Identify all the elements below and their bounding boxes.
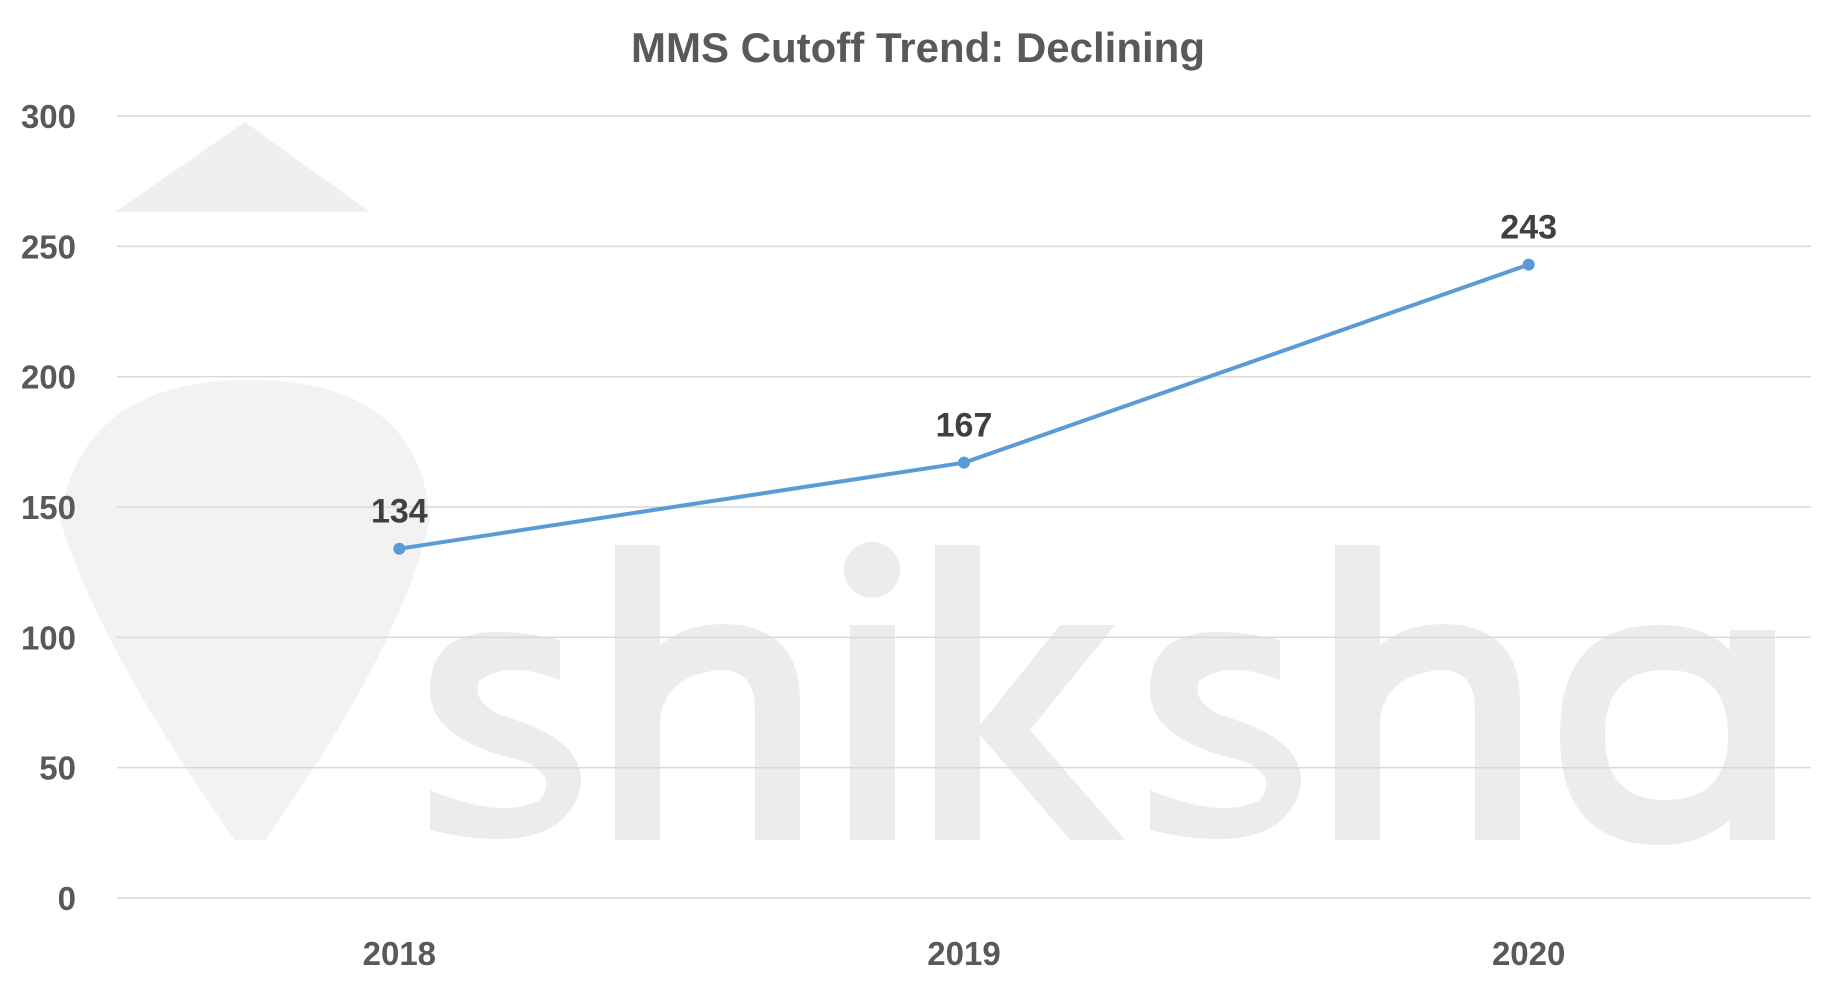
watermark-letter-k: [935, 545, 1125, 840]
watermark-logo: [60, 122, 1775, 845]
watermark-letter-i-dot: [844, 542, 900, 598]
data-label: 167: [936, 407, 993, 445]
x-tick-label: 2018: [363, 935, 436, 972]
watermark-letter-i: [850, 625, 895, 840]
x-tick-label: 2020: [1492, 935, 1565, 972]
watermark-letter-s2: [1150, 631, 1301, 839]
chart-title: MMS Cutoff Trend: Declining: [631, 24, 1205, 71]
data-point: [1522, 258, 1535, 271]
y-tick-label: 0: [58, 880, 76, 917]
y-axis-ticks: 0 50 100 150 200 250 300: [21, 98, 76, 917]
y-tick-label: 100: [21, 619, 76, 656]
watermark-drop-shape: [60, 380, 430, 840]
y-tick-label: 300: [21, 98, 76, 135]
data-label: 243: [1500, 209, 1557, 247]
y-tick-label: 200: [21, 359, 76, 396]
x-tick-label: 2019: [927, 935, 1000, 972]
y-tick-label: 150: [21, 489, 76, 526]
data-point: [958, 456, 970, 469]
data-point: [393, 542, 406, 555]
data-labels: 134 167 243: [371, 209, 1557, 531]
watermark-letter-a: [1560, 625, 1775, 845]
watermark-letter-s: [430, 631, 581, 839]
watermark-letter-h2: [1335, 545, 1520, 840]
y-tick-label: 250: [21, 228, 76, 265]
x-axis-ticks: 2018 2019 2020: [363, 935, 1566, 972]
watermark-letter-h: [615, 545, 800, 840]
y-tick-label: 50: [39, 750, 76, 787]
watermark-cap-shape: [115, 122, 370, 212]
data-label: 134: [371, 493, 428, 531]
series-cutoff: [393, 258, 1535, 555]
gridlines: [117, 115, 1811, 899]
